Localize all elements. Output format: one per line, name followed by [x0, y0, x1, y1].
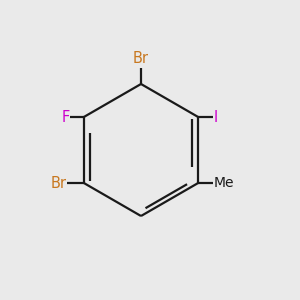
Text: I: I [214, 110, 218, 124]
Text: Br: Br [50, 176, 66, 190]
Text: Br: Br [133, 51, 149, 66]
Text: Me: Me [214, 176, 234, 190]
Text: F: F [61, 110, 69, 124]
